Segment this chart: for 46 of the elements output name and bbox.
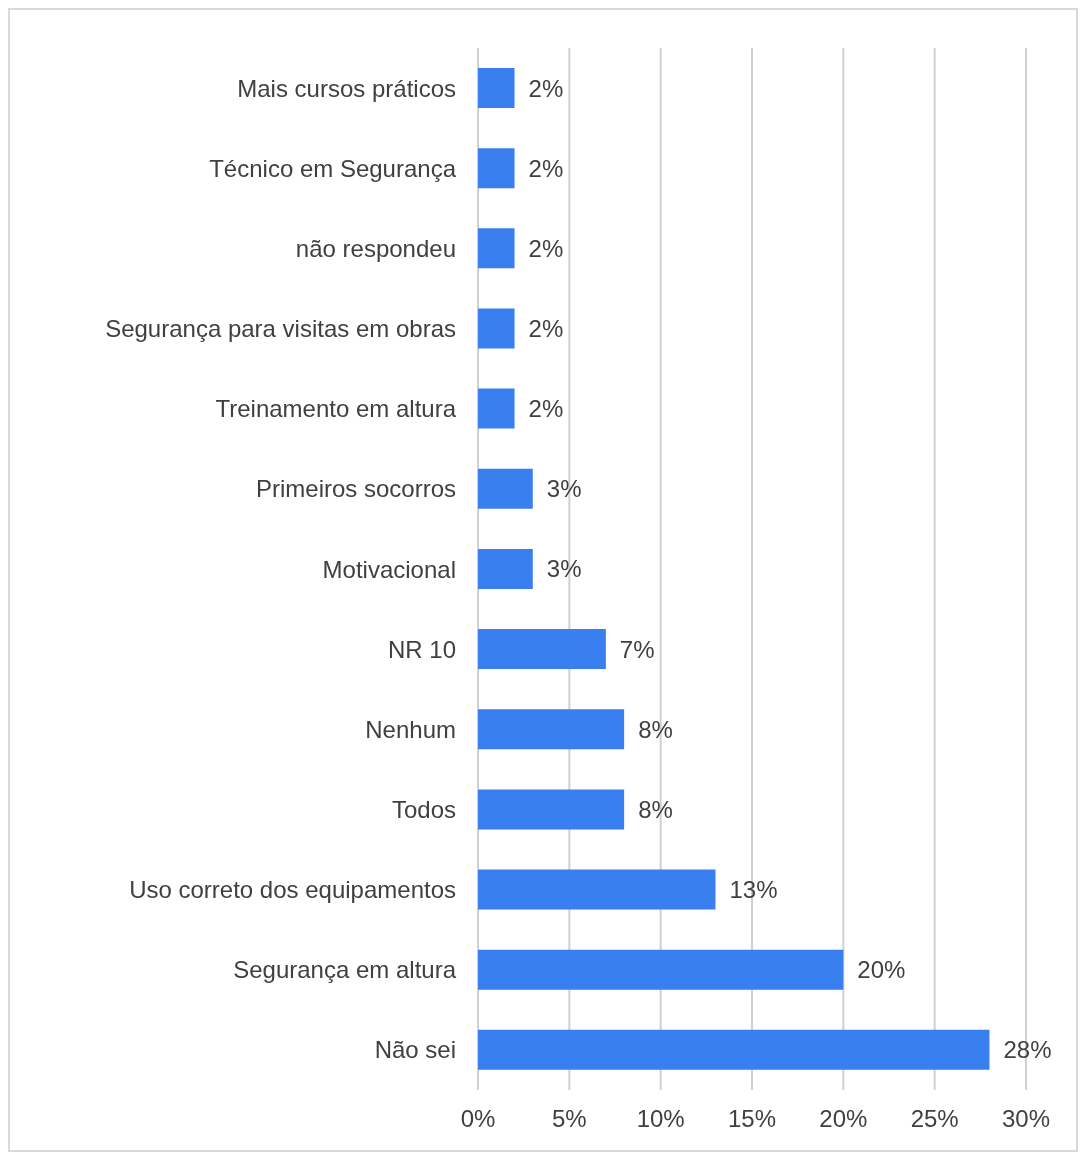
y-tick-label: Todos [391, 795, 456, 823]
bar [478, 869, 716, 910]
y-tick-label: não respondeu [295, 234, 456, 262]
bar [478, 1029, 990, 1070]
bar [478, 949, 844, 990]
y-tick-label: Não sei [374, 1036, 456, 1064]
y-tick-label: Motivacional [322, 555, 456, 583]
x-tick-label: 20% [819, 1105, 868, 1133]
x-tick-label: 10% [636, 1105, 685, 1133]
y-tick-label: Segurança para visitas em obras [105, 315, 456, 343]
data-label: 2% [528, 154, 564, 182]
y-tick-label: Segurança em altura [233, 956, 457, 984]
x-tick-label: 30% [1001, 1105, 1051, 1133]
data-label: 8% [638, 715, 673, 743]
y-tick-label: NR 10 [387, 635, 456, 663]
bar [478, 709, 625, 750]
bar [478, 548, 533, 589]
data-label: 28% [1003, 1036, 1052, 1064]
data-label: 2% [528, 234, 564, 262]
bar [478, 68, 515, 108]
bar [478, 388, 515, 429]
data-label: 3% [546, 555, 582, 583]
data-label: 3% [546, 475, 582, 503]
data-label: 13% [729, 876, 778, 904]
y-tick-label: Nenhum [365, 715, 456, 743]
bar [478, 308, 515, 349]
data-label: 2% [528, 395, 564, 423]
bar [478, 789, 625, 830]
y-tick-label: Mais cursos práticos [237, 74, 456, 102]
y-tick-label: Treinamento em altura [215, 395, 457, 423]
y-tick-label: Uso correto dos equipamentos [129, 876, 456, 904]
bar [478, 148, 515, 189]
data-label: 20% [857, 956, 906, 984]
y-tick-label: Primeiros socorros [255, 475, 456, 503]
data-label: 8% [638, 795, 673, 823]
x-tick-label: 0% [460, 1105, 496, 1133]
data-label: 7% [619, 635, 655, 663]
data-label: 2% [528, 74, 564, 102]
bar [478, 468, 533, 509]
x-tick-label: 5% [551, 1105, 587, 1133]
bar [478, 228, 515, 269]
x-tick-label: 15% [727, 1105, 777, 1133]
y-tick-label: Técnico em Segurança [209, 154, 457, 182]
data-label: 2% [528, 314, 564, 342]
x-tick-label: 25% [910, 1105, 959, 1133]
bar [478, 629, 606, 670]
